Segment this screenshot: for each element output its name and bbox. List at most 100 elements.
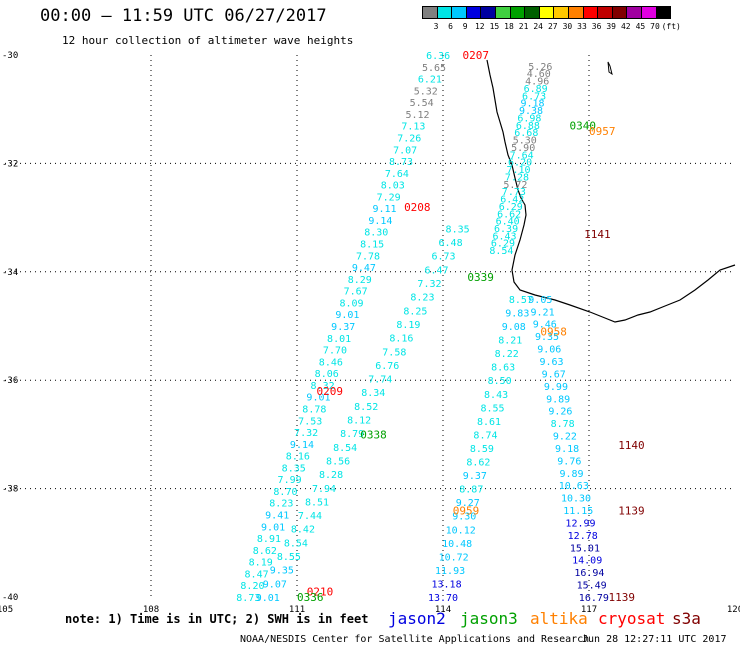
swh-value: 8.16 [389, 334, 413, 345]
swh-value: 15.01 [570, 543, 600, 554]
color-scale-swatch [597, 6, 613, 19]
swh-value: 9.14 [368, 216, 392, 227]
swh-value: 8.23 [269, 499, 293, 510]
swh-value: 7.44 [298, 511, 322, 522]
color-scale-swatch [480, 6, 496, 19]
color-scale-label: 36 [591, 22, 602, 31]
swh-value: 8.12 [347, 416, 371, 427]
swh-value: 8.29 [348, 275, 372, 286]
swh-value: 9.18 [555, 444, 579, 455]
color-scale-label: 15 [489, 22, 500, 31]
swh-value: 9.01 [306, 393, 330, 404]
swh-value: 8.19 [249, 558, 273, 569]
swh-value: 8.22 [495, 349, 519, 360]
color-scale-swatch [451, 6, 467, 19]
pass-time-label: 0336 [297, 591, 324, 604]
swh-value: 5.54 [410, 98, 434, 109]
swh-value: 8.23 [410, 293, 434, 304]
swh-value: 9.14 [290, 440, 314, 451]
swh-value: 8.46 [319, 357, 343, 368]
swh-value: 9.06 [537, 345, 561, 356]
swh-value: 10.30 [561, 494, 591, 505]
swh-value: 11.15 [563, 506, 593, 517]
color-scale-swatch [436, 6, 453, 19]
pass-time-label: 0210 [307, 586, 334, 599]
swh-value: 12.78 [568, 531, 598, 542]
track-values: 6.365.656.215.325.545.127.137.267.078.73… [236, 51, 609, 604]
swh-value: 9.05 [528, 295, 552, 306]
swh-value: 8.54 [489, 246, 513, 257]
swh-value: 8.54 [284, 538, 308, 549]
color-scale-label: 12 [474, 22, 485, 31]
swh-value: 5.65 [422, 63, 446, 74]
swh-value: 7.53 [298, 416, 322, 427]
swh-value: 8.19 [396, 320, 420, 331]
swh-value: 8.55 [277, 552, 301, 563]
swh-value: 9.27 [456, 498, 480, 509]
swh-value: 8.73 [236, 593, 260, 604]
y-tick-label: -34 [2, 268, 18, 278]
swh-value: 4.96 [525, 77, 549, 88]
color-scale-label: 6 [448, 22, 453, 31]
swh-value: 6.20 [508, 158, 532, 169]
color-scale-label: 9 [462, 22, 468, 31]
swh-value: 8.78 [302, 404, 326, 415]
swh-value: 8.50 [488, 376, 512, 387]
color-scale-swatch [582, 6, 599, 19]
units-note: note: 1) Time is in UTC; 2) SWH is in fe… [65, 612, 369, 626]
swh-value: 8.42 [291, 525, 315, 536]
swh-value: 7.74 [368, 375, 392, 386]
swh-value: 6.29 [499, 202, 523, 213]
swh-value: 7.67 [344, 287, 368, 298]
swh-value: 8.91 [257, 534, 281, 545]
swh-value: 8.62 [253, 546, 277, 557]
swh-value: 14.09 [572, 556, 602, 567]
swh-value: 9.22 [553, 432, 577, 443]
color-scale-swatch [524, 6, 540, 19]
swh-value: 6.48 [439, 238, 463, 249]
swh-value: 8.35 [282, 463, 306, 474]
swh-value: 7.73 [502, 187, 526, 198]
swh-value: 9.35 [535, 332, 559, 343]
swh-value: 9.89 [560, 469, 584, 480]
swh-value: 7.13 [401, 122, 425, 133]
swh-value: 8.70 [273, 487, 297, 498]
swh-value: 10.63 [559, 481, 589, 492]
y-tick-label: -30 [2, 51, 18, 61]
map-grid [5, 55, 735, 597]
swh-value: 6.88 [516, 121, 540, 132]
color-scale-label: 70 [650, 22, 660, 31]
swh-value: 8.51 [305, 497, 329, 508]
swh-value: 6.39 [494, 224, 518, 235]
swh-value: 6.29 [491, 239, 515, 250]
swh-value: 12.99 [565, 518, 595, 529]
axis-ticks: 105 108 111 114 117 120 -30 -32 -34 -36 -38 -40 [0, 51, 740, 615]
swh-value: 4.60 [527, 69, 551, 80]
swh-value: 8.15 [360, 240, 384, 251]
pass-time-label: 0208 [404, 201, 431, 214]
swh-value: 6.68 [514, 128, 538, 139]
swh-value: 7.26 [397, 133, 421, 144]
swh-value: 8.79 [340, 429, 364, 440]
swh-value: 9.01 [335, 310, 359, 321]
swh-value: 8.21 [498, 336, 522, 347]
swh-value: 8.28 [319, 470, 343, 481]
pass-time-label: 0340 [570, 119, 597, 132]
y-tick-label: -38 [2, 485, 18, 495]
swh-value: 8.01 [327, 334, 351, 345]
color-scale [422, 6, 672, 19]
pass-time-label: 0957 [589, 125, 616, 138]
swh-value: 10.72 [439, 552, 469, 563]
swh-value: 8.55 [481, 403, 505, 414]
legend-item-jason2: jason2 [388, 609, 446, 628]
swh-value: 8.34 [361, 388, 385, 399]
swh-value: 8.59 [470, 444, 494, 455]
swh-value: 9.01 [261, 522, 285, 533]
swh-value: 5.30 [513, 136, 537, 147]
swh-value: 5.72 [503, 180, 527, 191]
color-scale-label: 30 [562, 22, 573, 31]
swh-value: 9.99 [544, 382, 568, 393]
swh-value: 6.98 [517, 113, 541, 124]
swh-value: 7.29 [377, 192, 401, 203]
